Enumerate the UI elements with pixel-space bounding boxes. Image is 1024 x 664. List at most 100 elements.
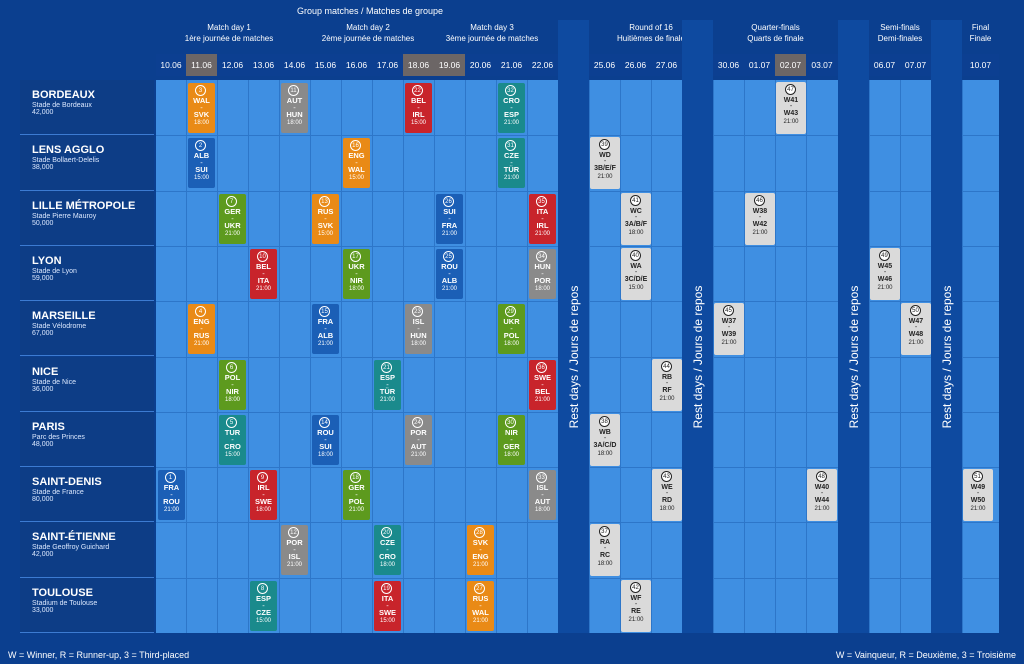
stage-label: Match day 2 2ème journée de matches [306,22,430,44]
match-card[interactable]: 8 ESP - CZE 15:00 [250,580,277,631]
match-card[interactable]: 4 ENG - RUS 21:00 [188,304,215,355]
kickoff-time: 15:00 [193,175,209,182]
match-card[interactable]: 30 NIR - GER 18:00 [498,414,525,465]
team-away: ESP [503,110,519,119]
slot-home: W47 [908,318,924,326]
match-number: 26 [443,195,454,207]
match-card[interactable]: 27 RUS - WAL 21:00 [467,580,494,631]
team-home: WAL [193,96,210,105]
slot-away: W50 [970,497,986,505]
match-card[interactable]: 21 ESP - TÜR 21:00 [374,359,401,410]
venue-capacity: 38,000 [32,164,54,172]
match-number: 22 [412,85,423,96]
match-card[interactable]: 7 GER - UKR 21:00 [219,193,246,244]
team-home: ROU [441,261,458,271]
slot-away: W46 [877,275,893,283]
match-card[interactable]: 12 POR - ISL 21:00 [281,525,308,576]
match-card[interactable]: 22 BEL - IRL 15:00 [405,83,432,133]
match-card[interactable]: 29 UKR - POL 18:00 [498,304,525,355]
venue-stadium: Stade Pierre Mauroy [32,212,97,220]
match-card[interactable]: 19 ITA - SWE 15:00 [374,580,401,631]
versus-dash: - [510,103,513,112]
match-card[interactable]: 25 ROU - ALB 21:00 [436,248,463,299]
match-card[interactable]: 34 HUN - POR 18:00 [529,248,556,299]
date-cell: 26.06 [620,54,651,76]
match-card[interactable]: 33 ISL - AUT 18:00 [529,470,556,521]
versus-dash: - [789,103,793,110]
match-card[interactable]: 26 SUI - FRA 21:00 [436,193,463,244]
match-number: 24 [412,416,423,428]
stage-sub: 2ème journée de matches [321,34,415,43]
match-number: 44 [661,360,672,372]
match-card[interactable]: 31 CZE - TÜR 21:00 [498,138,525,189]
match-card[interactable]: 3 WAL - SVK 18:00 [188,83,215,133]
knockout-card[interactable]: 38 WB -3A/C/D 18:00 [590,413,620,466]
rest-day-column [682,20,713,633]
knockout-card[interactable]: 50 W47- W48 21:00 [901,303,931,356]
versus-dash: - [603,434,607,442]
versus-dash: - [603,158,607,166]
venue-capacity: 80,000 [32,496,54,504]
versus-dash: - [386,545,389,555]
match-card[interactable]: 10 BEL - ITA 21:00 [250,248,277,299]
rest-day-column [931,20,962,633]
match-card[interactable]: 16 ENG - WAL 15:00 [343,138,370,189]
match-card[interactable]: 28 SVK - ENG 21:00 [467,525,494,576]
knockout-card[interactable]: 45 W37- W39 21:00 [714,303,744,356]
match-card[interactable]: 1 FRA - ROU 21:00 [158,470,185,521]
team-home: ISL [412,317,425,327]
versus-dash: - [634,600,638,608]
stage-sub: 3ème journée de matches [445,34,539,43]
team-home: CZE [504,151,519,161]
legend-en: W = Winner, R = Runner-up, 3 = Third-pla… [8,650,190,660]
team-home: SUI [443,206,456,216]
date-cell: 07.07 [900,54,931,76]
venue-capacity: 50,000 [32,219,54,227]
date-cell: 10.07 [962,54,999,76]
knockout-card[interactable]: 48 W40- W44 21:00 [807,469,837,522]
match-card[interactable]: 6 POL - NIR 18:00 [219,359,246,410]
match-card[interactable]: 9 IRL - SWE 18:00 [250,470,277,521]
team-away: RUS [193,331,210,341]
match-card[interactable]: 2 ALB - SUI 15:00 [188,138,215,189]
knockout-card[interactable]: 51 W49- W50 21:00 [963,469,993,522]
match-card[interactable]: 35 ITA - IRL 21:00 [529,193,556,244]
match-card[interactable]: 15 FRA - ALB 21:00 [312,304,339,355]
team-home: HUN [534,261,551,271]
knockout-card[interactable]: 46 W38- W42 21:00 [745,192,775,245]
match-card[interactable]: 23 ISL - HUN 18:00 [405,304,432,355]
knockout-card[interactable]: 41 WC -3A/B/F 18:00 [621,192,651,245]
knockout-card[interactable]: 42 WF - RE 21:00 [621,579,651,632]
match-card[interactable]: 18 GER - POL 21:00 [343,470,370,521]
team-away: ISL [288,552,301,562]
match-card[interactable]: 5 TUR - CRO 15:00 [219,414,246,465]
knockout-card[interactable]: 47 W41- W43 21:00 [776,82,806,134]
kickoff-time: 21:00 [410,451,426,458]
match-card[interactable]: 17 UKR - NIR 18:00 [343,248,370,299]
match-number: 27 [474,582,485,594]
versus-dash: - [510,324,513,334]
match-card[interactable]: 11 AUT - HUN 18:00 [281,83,308,133]
knockout-card[interactable]: 40 WA -3C/D/E 15:00 [621,247,651,300]
knockout-card[interactable]: 43 WE - RD 18:00 [652,469,682,522]
date-cell: 16.06 [341,54,372,76]
knockout-card[interactable]: 39 WD -3B/E/F 21:00 [590,137,620,190]
stage-sub: Huitièmes de finale [616,34,686,43]
knockout-card[interactable]: 44 RB - RF 21:00 [652,358,682,411]
match-card[interactable]: 32 CRO - ESP 21:00 [498,83,525,133]
match-card[interactable]: 14 ROU - SUI 18:00 [312,414,339,465]
versus-dash: - [293,103,296,112]
kickoff-time: 18:00 [534,285,550,292]
versus-dash: - [417,434,420,444]
versus-dash: - [820,490,824,498]
match-card[interactable]: 24 POR - AUT 21:00 [405,414,432,465]
kickoff-time: 21:00 [224,230,240,237]
match-card[interactable]: 20 CZE - CRO 18:00 [374,525,401,576]
match-number: 31 [505,140,516,152]
match-card[interactable]: 36 SWE - BEL 21:00 [529,359,556,410]
slot-home: W40 [814,484,830,492]
knockout-card[interactable]: 37 RA - RC 18:00 [590,524,620,577]
match-card[interactable]: 13 RUS - SVK 15:00 [312,193,339,244]
venue-capacity: 42,000 [32,551,54,559]
knockout-card[interactable]: 49 W45- W46 21:00 [870,247,900,300]
